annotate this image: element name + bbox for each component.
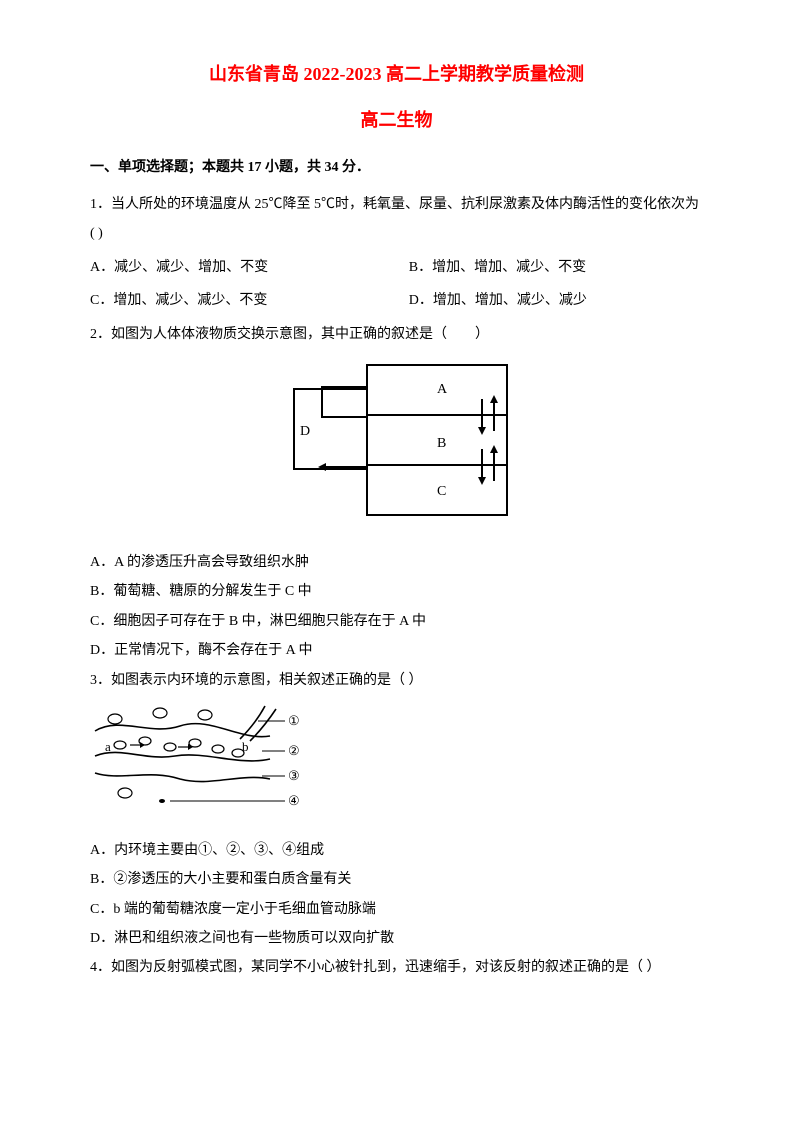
- q2-figure-wrap: A B C D: [90, 359, 703, 534]
- q1-option-c: C．增加、减少、减少、不变: [90, 286, 409, 315]
- q1-stem: 1．当人所处的环境温度从 25℃降至 5℃时，耗氧量、尿量、抗利尿激素及体内酶活…: [90, 190, 703, 249]
- q2-figure: A B C D: [282, 359, 512, 529]
- q3-figure: a b ① ② ③ ④: [90, 701, 300, 821]
- q1-option-a: A．减少、减少、增加、不变: [90, 253, 409, 282]
- exam-title: 山东省青岛 2022-2023 高二上学期教学质量检测: [90, 60, 703, 86]
- q2-option-d: D．正常情况下，酶不会存在于 A 中: [90, 636, 703, 665]
- section-1-header: 一、单项选择题；本题共 17 小题，共 34 分．: [90, 156, 703, 176]
- q1-options-row-2: C．增加、减少、减少、不变 D．增加、增加、减少、减少: [90, 286, 703, 315]
- q4-stem: 4．如图为反射弧模式图，某同学不小心被针扎到，迅速缩手，对该反射的叙述正确的是（…: [90, 953, 703, 982]
- q3-stem: 3．如图表示内环境的示意图，相关叙述正确的是（ ）: [90, 666, 703, 695]
- q2-option-c: C．细胞因子可存在于 B 中，淋巴细胞只能存在于 A 中: [90, 607, 703, 636]
- q3-label-a: a: [105, 739, 111, 754]
- q2-label-c: C: [437, 484, 446, 499]
- q2-option-a: A．A 的渗透压升高会导致组织水肿: [90, 548, 703, 577]
- q1-option-d: D．增加、增加、减少、减少: [409, 286, 703, 315]
- q3-label-b: b: [242, 739, 249, 754]
- q2-label-a: A: [437, 382, 448, 397]
- q3-label-2: ②: [288, 743, 300, 758]
- q3-figure-wrap: a b ① ② ③ ④: [90, 701, 703, 826]
- q3-option-c: C．b 端的葡萄糖浓度一定小于毛细血管动脉端: [90, 895, 703, 924]
- q3-label-3: ③: [288, 768, 300, 783]
- q3-label-1: ①: [288, 713, 300, 728]
- q1-options-row-1: A．减少、减少、增加、不变 B．增加、增加、减少、不变: [90, 253, 703, 282]
- q2-label-d: D: [300, 424, 310, 439]
- q3-label-4: ④: [288, 793, 300, 808]
- q3-option-d: D．淋巴和组织液之间也有一些物质可以双向扩散: [90, 924, 703, 953]
- q2-label-b: B: [437, 436, 446, 451]
- q2-option-b: B．葡萄糖、糖原的分解发生于 C 中: [90, 577, 703, 606]
- exam-subtitle: 高二生物: [90, 106, 703, 132]
- q1-option-b: B．增加、增加、减少、不变: [409, 253, 703, 282]
- q2-stem: 2．如图为人体体液物质交换示意图，其中正确的叙述是（ ）: [90, 320, 703, 349]
- q3-option-b: B．②渗透压的大小主要和蛋白质含量有关: [90, 865, 703, 894]
- q3-option-a: A．内环境主要由①、②、③、④组成: [90, 836, 703, 865]
